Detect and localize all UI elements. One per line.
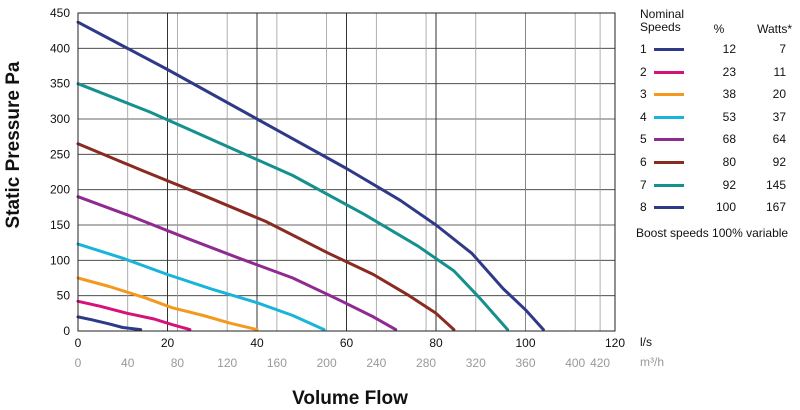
y-tick-label: 0 bbox=[63, 324, 70, 338]
legend-swatch bbox=[654, 93, 684, 97]
legend-row-6: 6 80 92 bbox=[636, 151, 796, 174]
legend-row-3: 3 38 20 bbox=[636, 83, 796, 106]
legend-title: Nominal Speeds bbox=[640, 7, 685, 34]
legend-percent-header: % bbox=[713, 22, 725, 36]
x2-tick-label: 280 bbox=[416, 356, 436, 370]
series-line-7 bbox=[76, 82, 510, 332]
x-tick-label: 100 bbox=[515, 336, 535, 350]
series-line-6 bbox=[76, 142, 456, 332]
x2-tick-label: 420 bbox=[590, 356, 610, 370]
legend-watts-header: Watts* bbox=[757, 22, 792, 36]
x-tick-label: 20 bbox=[161, 336, 175, 350]
y-tick-label: 300 bbox=[50, 112, 70, 126]
y-axis-title: Static Pressure Pa bbox=[2, 60, 26, 230]
legend-speed-label: 7 bbox=[640, 177, 647, 192]
plot-frame bbox=[77, 12, 616, 332]
legend-watts: 11 bbox=[773, 64, 786, 79]
x2-tick-label: 40 bbox=[121, 356, 135, 370]
y-tick-label: 50 bbox=[57, 289, 71, 303]
legend-speed-label: 2 bbox=[640, 64, 647, 79]
x2-tick-label: 0 bbox=[75, 356, 82, 370]
legend-speed-label: 5 bbox=[640, 132, 647, 147]
series-line-2 bbox=[76, 299, 192, 332]
legend-rows: 1 12 7 2 23 11 3 38 20 4 53 37 5 68 64 6 80 92 7 92 145 8 100 1… bbox=[636, 38, 796, 219]
legend-row-2: 2 23 11 bbox=[636, 61, 796, 84]
x2-unit-label: m³/h bbox=[640, 355, 664, 369]
legend-speed-label: 6 bbox=[640, 154, 647, 169]
series-line-4 bbox=[76, 242, 326, 332]
legend-watts: 167 bbox=[765, 200, 786, 215]
legend-swatch bbox=[654, 183, 684, 187]
legend-row-5: 5 68 64 bbox=[636, 128, 796, 151]
y-tick-label: 350 bbox=[50, 77, 70, 91]
x-tick-labels: 0 20 40 60 80 100 120 bbox=[75, 336, 626, 350]
x2-tick-label: 80 bbox=[171, 356, 185, 370]
x-tick-label: 60 bbox=[340, 336, 354, 350]
x-axis-title: Volume Flow bbox=[292, 388, 408, 409]
legend-percent: 23 bbox=[722, 64, 736, 79]
legend-swatch bbox=[654, 138, 684, 142]
legend-speed-label: 8 bbox=[640, 200, 647, 215]
legend-watts: 20 bbox=[772, 87, 786, 102]
legend-watts: 64 bbox=[772, 132, 786, 147]
series-line-8 bbox=[76, 20, 545, 332]
legend-row-7: 7 92 145 bbox=[636, 174, 796, 197]
series-line-1 bbox=[76, 315, 143, 332]
legend-row-8: 8 100 167 bbox=[636, 196, 796, 219]
series-lines bbox=[76, 20, 545, 332]
legend-watts: 7 bbox=[779, 42, 786, 56]
x2-tick-label: 160 bbox=[267, 356, 287, 370]
legend: Nominal Speeds % Watts* 1 12 7 2 23 11 3 38 20 4 5… bbox=[636, 8, 796, 219]
x2-tick-label: 320 bbox=[466, 356, 486, 370]
y-tick-label: 100 bbox=[50, 253, 70, 267]
series-line-3 bbox=[76, 276, 259, 332]
x2-tick-label: 400 bbox=[565, 356, 585, 370]
x-tick-label: 0 bbox=[75, 336, 82, 350]
legend-watts: 92 bbox=[772, 154, 786, 169]
legend-speed-label: 3 bbox=[640, 87, 647, 102]
y-tick-label: 200 bbox=[50, 183, 70, 197]
x2-tick-labels: 0 40 80 120 160 200 240 280 320 360 400 420 bbox=[75, 356, 611, 370]
legend-swatch bbox=[654, 206, 684, 210]
legend-watts: 37 bbox=[772, 109, 786, 124]
legend-speed-label: 1 bbox=[640, 42, 647, 56]
legend-speed-label: 4 bbox=[640, 109, 647, 124]
legend-swatch bbox=[654, 70, 684, 74]
legend-swatch bbox=[654, 115, 684, 119]
y-tick-label: 150 bbox=[50, 218, 70, 232]
y-tick-label: 450 bbox=[50, 6, 70, 20]
legend-header: Nominal Speeds % Watts* bbox=[636, 8, 796, 38]
x-tick-label: 40 bbox=[250, 336, 264, 350]
legend-swatch bbox=[654, 160, 684, 164]
legend-percent: 38 bbox=[722, 87, 736, 102]
legend-row-4: 4 53 37 bbox=[636, 106, 796, 129]
legend-watts: 145 bbox=[765, 177, 786, 192]
x2-tick-label: 200 bbox=[317, 356, 337, 370]
legend-percent: 80 bbox=[722, 154, 736, 169]
x2-tick-label: 360 bbox=[515, 356, 535, 370]
y-tick-label: 250 bbox=[50, 147, 70, 161]
x-tick-label: 80 bbox=[429, 336, 443, 350]
legend-percent: 68 bbox=[722, 132, 736, 147]
legend-percent: 100 bbox=[715, 200, 736, 215]
legend-row-1: 1 12 7 bbox=[636, 38, 796, 61]
y-axis-title-text: Static Pressure Pa bbox=[3, 61, 24, 229]
x-tick-label: 120 bbox=[605, 336, 625, 350]
series-line-5 bbox=[76, 195, 398, 332]
legend-percent: 92 bbox=[722, 177, 736, 192]
legend-swatch bbox=[654, 48, 684, 51]
y-tick-label: 400 bbox=[50, 41, 70, 55]
x2-tick-label: 240 bbox=[366, 356, 386, 370]
x2-tick-label: 120 bbox=[217, 356, 237, 370]
legend-percent: 53 bbox=[722, 109, 736, 124]
legend-percent: 12 bbox=[722, 42, 736, 56]
legend-note: Boost speeds 100% variable bbox=[636, 226, 789, 240]
y-tick-labels: 0 50 100 150 200 250 300 350 400 450 bbox=[50, 6, 70, 338]
x-unit-label: l/s bbox=[640, 335, 652, 349]
